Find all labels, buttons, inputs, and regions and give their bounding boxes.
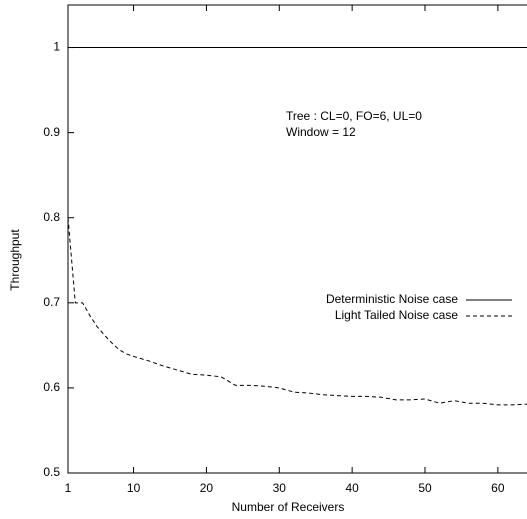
y-tick-label: 1 (53, 40, 60, 54)
plot-frame (67, 4, 527, 474)
annotation: Window = 12 (286, 125, 356, 139)
y-axis-label: Throughput (8, 229, 22, 291)
x-tick-label: 30 (273, 481, 287, 495)
x-tick-label: 40 (345, 481, 359, 495)
x-axis-label: Number of Receivers (232, 500, 345, 514)
y-tick-label: 0.7 (43, 295, 60, 309)
annotation: Tree : CL=0, FO=6, UL=0 (286, 109, 422, 123)
legend-label: Light Tailed Noise case (335, 308, 459, 322)
x-tick-label: 60 (491, 481, 505, 495)
x-tick-label: 20 (200, 481, 214, 495)
series-line (67, 217, 527, 406)
y-tick-label: 0.9 (43, 125, 60, 139)
x-tick-label: 1 (65, 481, 72, 495)
x-tick-label: 50 (418, 481, 432, 495)
y-tick-label: 0.8 (43, 210, 60, 224)
x-tick-label: 10 (127, 481, 141, 495)
y-tick-label: 0.6 (43, 380, 60, 394)
y-tick-label: 0.5 (43, 465, 60, 479)
legend-label: Deterministic Noise case (326, 292, 458, 306)
